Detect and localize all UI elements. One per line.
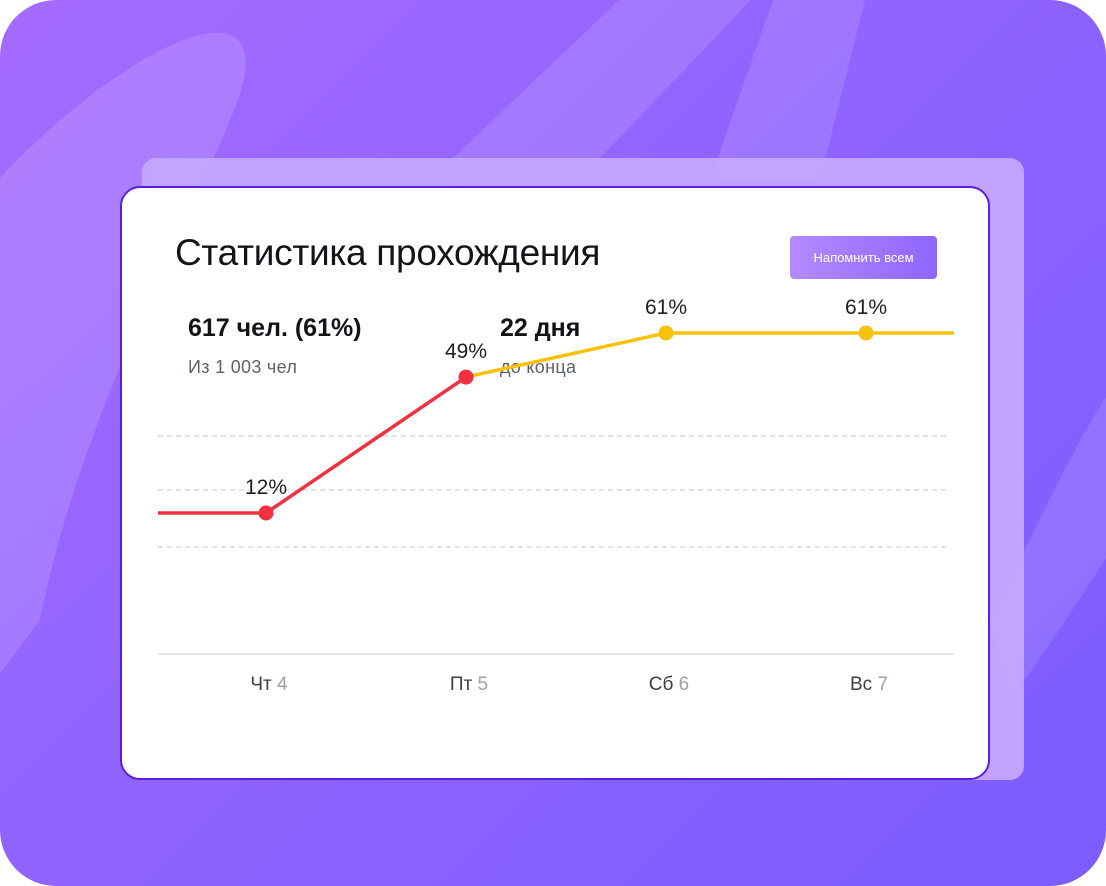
page-title: Статистика прохождения — [175, 232, 601, 273]
data-label: 49% — [445, 340, 487, 363]
data-label: 12% — [245, 476, 287, 499]
completed-caption: Из 1 003 чел — [188, 357, 298, 377]
days-left-value: 22 дня — [500, 314, 581, 342]
x-tick-label: Пт 5 — [450, 674, 488, 695]
x-tick-label: Чт 4 — [250, 674, 288, 695]
data-label: 61% — [645, 296, 687, 319]
days-left-caption: до конца — [500, 357, 577, 377]
completed-stat: 617 чел. (61%) Из 1 003 чел — [188, 314, 362, 378]
completed-value: 617 чел. (61%) — [188, 314, 362, 342]
stats-card: Статистика прохождения Напомнить всем 61… — [120, 186, 990, 780]
remind-all-button[interactable]: Напомнить всем — [790, 236, 937, 279]
data-point — [258, 505, 274, 521]
days-left-stat: 22 дня до конца — [500, 314, 580, 378]
x-tick-label: Вс 7 — [850, 674, 888, 695]
data-point — [858, 325, 874, 341]
data-label: 61% — [845, 296, 887, 319]
x-tick-label: Сб 6 — [649, 674, 689, 695]
data-point — [658, 325, 674, 341]
data-point — [458, 369, 474, 385]
series-line-actual — [158, 375, 467, 515]
completion-chart: 12% 49% 61% 61% Чт 4 Пт 5 Сб 6 Вс 7 — [158, 296, 954, 695]
series-line-forecast — [465, 331, 954, 379]
